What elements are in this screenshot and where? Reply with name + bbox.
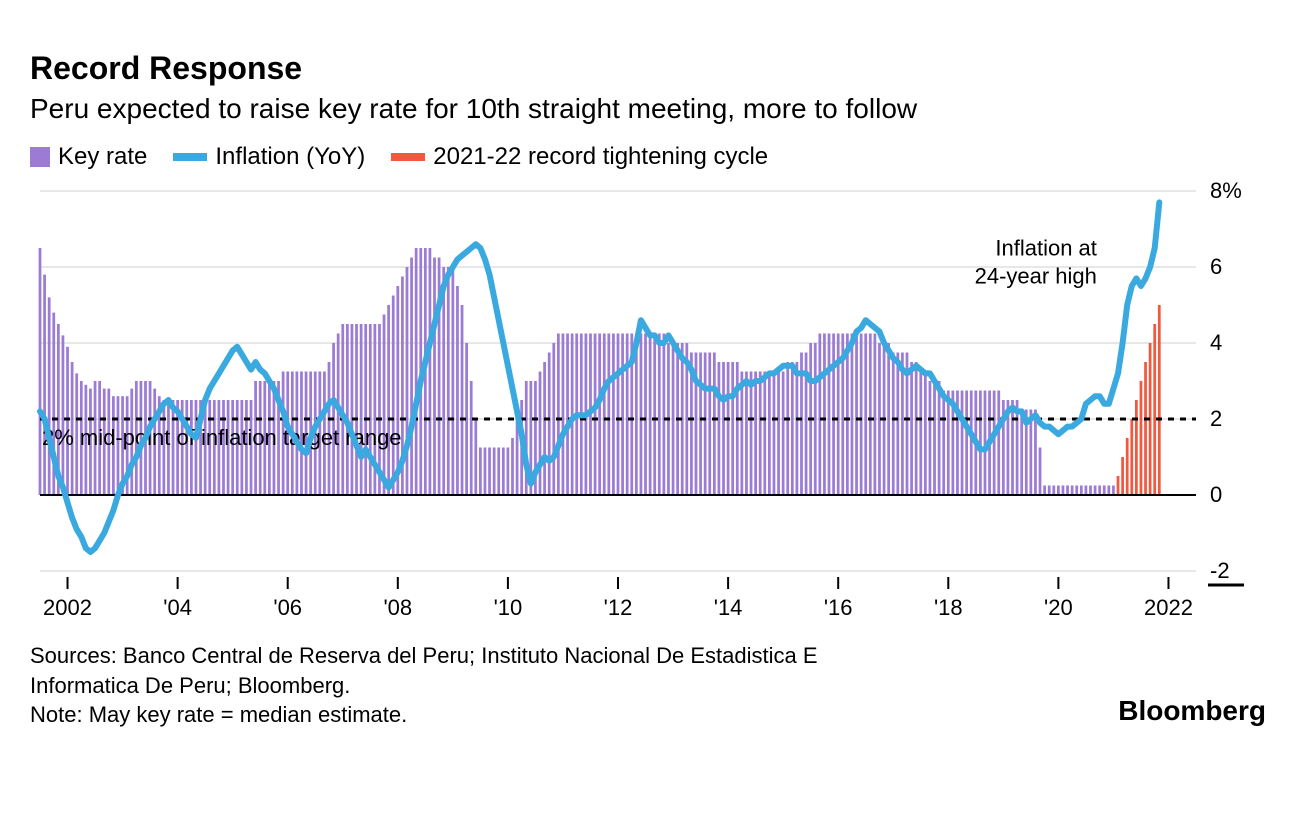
svg-text:-2: -2 bbox=[1210, 558, 1230, 583]
svg-text:0: 0 bbox=[1210, 482, 1222, 507]
chart-title: Record Response bbox=[30, 50, 1266, 87]
svg-text:'08: '08 bbox=[383, 595, 412, 620]
legend-item-key-rate: Key rate bbox=[30, 143, 147, 171]
svg-text:'12: '12 bbox=[604, 595, 633, 620]
svg-text:'10: '10 bbox=[494, 595, 523, 620]
svg-text:6: 6 bbox=[1210, 254, 1222, 279]
svg-text:'04: '04 bbox=[163, 595, 192, 620]
svg-text:2: 2 bbox=[1210, 406, 1222, 431]
svg-text:8%: 8% bbox=[1210, 181, 1242, 203]
svg-text:Inflation at: Inflation at bbox=[995, 236, 1097, 261]
svg-text:'18: '18 bbox=[934, 595, 963, 620]
svg-text:'20: '20 bbox=[1044, 595, 1073, 620]
chart-subtitle: Peru expected to raise key rate for 10th… bbox=[30, 93, 1266, 125]
svg-text:2022: 2022 bbox=[1144, 595, 1193, 620]
legend-swatch-key-rate-icon bbox=[30, 147, 50, 167]
legend-label-inflation: Inflation (YoY) bbox=[215, 143, 365, 171]
svg-text:4: 4 bbox=[1210, 330, 1222, 355]
legend-swatch-tightening-icon bbox=[391, 153, 425, 161]
legend-label-tightening: 2021-22 record tightening cycle bbox=[433, 143, 768, 171]
footer: Sources: Banco Central de Reserva del Pe… bbox=[30, 641, 1266, 730]
chart-svg: -202468%2% mid-point of inflation target… bbox=[30, 181, 1266, 621]
brand-label: Bloomberg bbox=[1118, 692, 1266, 730]
svg-text:24-year high: 24-year high bbox=[975, 264, 1097, 289]
legend-item-inflation: Inflation (YoY) bbox=[173, 143, 365, 171]
svg-text:2002: 2002 bbox=[43, 595, 92, 620]
legend-item-tightening: 2021-22 record tightening cycle bbox=[391, 143, 768, 171]
legend: Key rate Inflation (YoY) 2021-22 record … bbox=[30, 143, 1266, 171]
legend-swatch-inflation-icon bbox=[173, 153, 207, 161]
svg-text:'14: '14 bbox=[714, 595, 743, 620]
footer-note: Note: May key rate = median estimate. bbox=[30, 700, 930, 730]
legend-label-key-rate: Key rate bbox=[58, 143, 147, 171]
svg-text:'16: '16 bbox=[824, 595, 853, 620]
svg-text:'06: '06 bbox=[273, 595, 302, 620]
chart-area: -202468%2% mid-point of inflation target… bbox=[30, 181, 1266, 621]
footer-sources: Sources: Banco Central de Reserva del Pe… bbox=[30, 641, 930, 700]
